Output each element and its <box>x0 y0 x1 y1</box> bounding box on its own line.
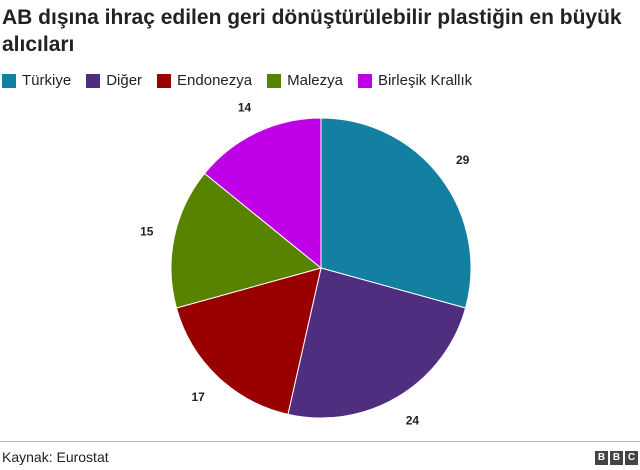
legend-item-endonezya: Endonezya <box>157 72 252 89</box>
footer-divider <box>0 441 640 442</box>
logo-letter: B <box>610 451 623 465</box>
legend-label: Diğer <box>106 72 143 89</box>
legend: Türkiye Diğer Endonezya Malezya Birleşik… <box>2 72 487 89</box>
legend-item-birlesik-krallik: Birleşik Krallık <box>357 72 473 89</box>
source-note: Kaynak: Eurostat <box>2 449 109 465</box>
pie-slice-diğer <box>287 267 467 419</box>
legend-swatch <box>157 73 172 88</box>
chart-title: AB dışına ihraç edilen geri dönüştürüleb… <box>2 6 622 56</box>
legend-swatch <box>86 73 101 88</box>
pie-slice-endonezya <box>175 267 322 415</box>
pie-slice-malezya <box>170 172 323 309</box>
slice-value-label: 15 <box>140 225 154 239</box>
slice-value-label: 14 <box>238 100 252 114</box>
logo-letter: C <box>625 451 638 465</box>
slice-value-label: 17 <box>191 390 205 404</box>
bbc-logo: B B C <box>593 451 638 465</box>
pie-slice-türkiye <box>320 117 472 309</box>
legend-swatch <box>2 73 16 88</box>
legend-label: Malezya <box>287 72 343 89</box>
legend-label: Birleşik Krallık <box>377 72 473 89</box>
legend-swatch <box>357 73 372 88</box>
legend-item-turkiye: Türkiye <box>2 72 71 89</box>
slice-value-label: 29 <box>456 153 470 167</box>
pie-slice-birleşik-krallık <box>203 117 322 270</box>
pie-chart: 29 24 17 15 14 <box>140 100 472 428</box>
legend-swatch <box>267 73 282 88</box>
legend-item-diger: Diğer <box>86 72 142 89</box>
logo-letter: B <box>595 451 608 465</box>
legend-item-malezya: Malezya <box>267 72 343 89</box>
legend-label: Endonezya <box>177 72 253 89</box>
legend-label: Türkiye <box>22 72 72 89</box>
slice-value-label: 24 <box>406 414 420 428</box>
